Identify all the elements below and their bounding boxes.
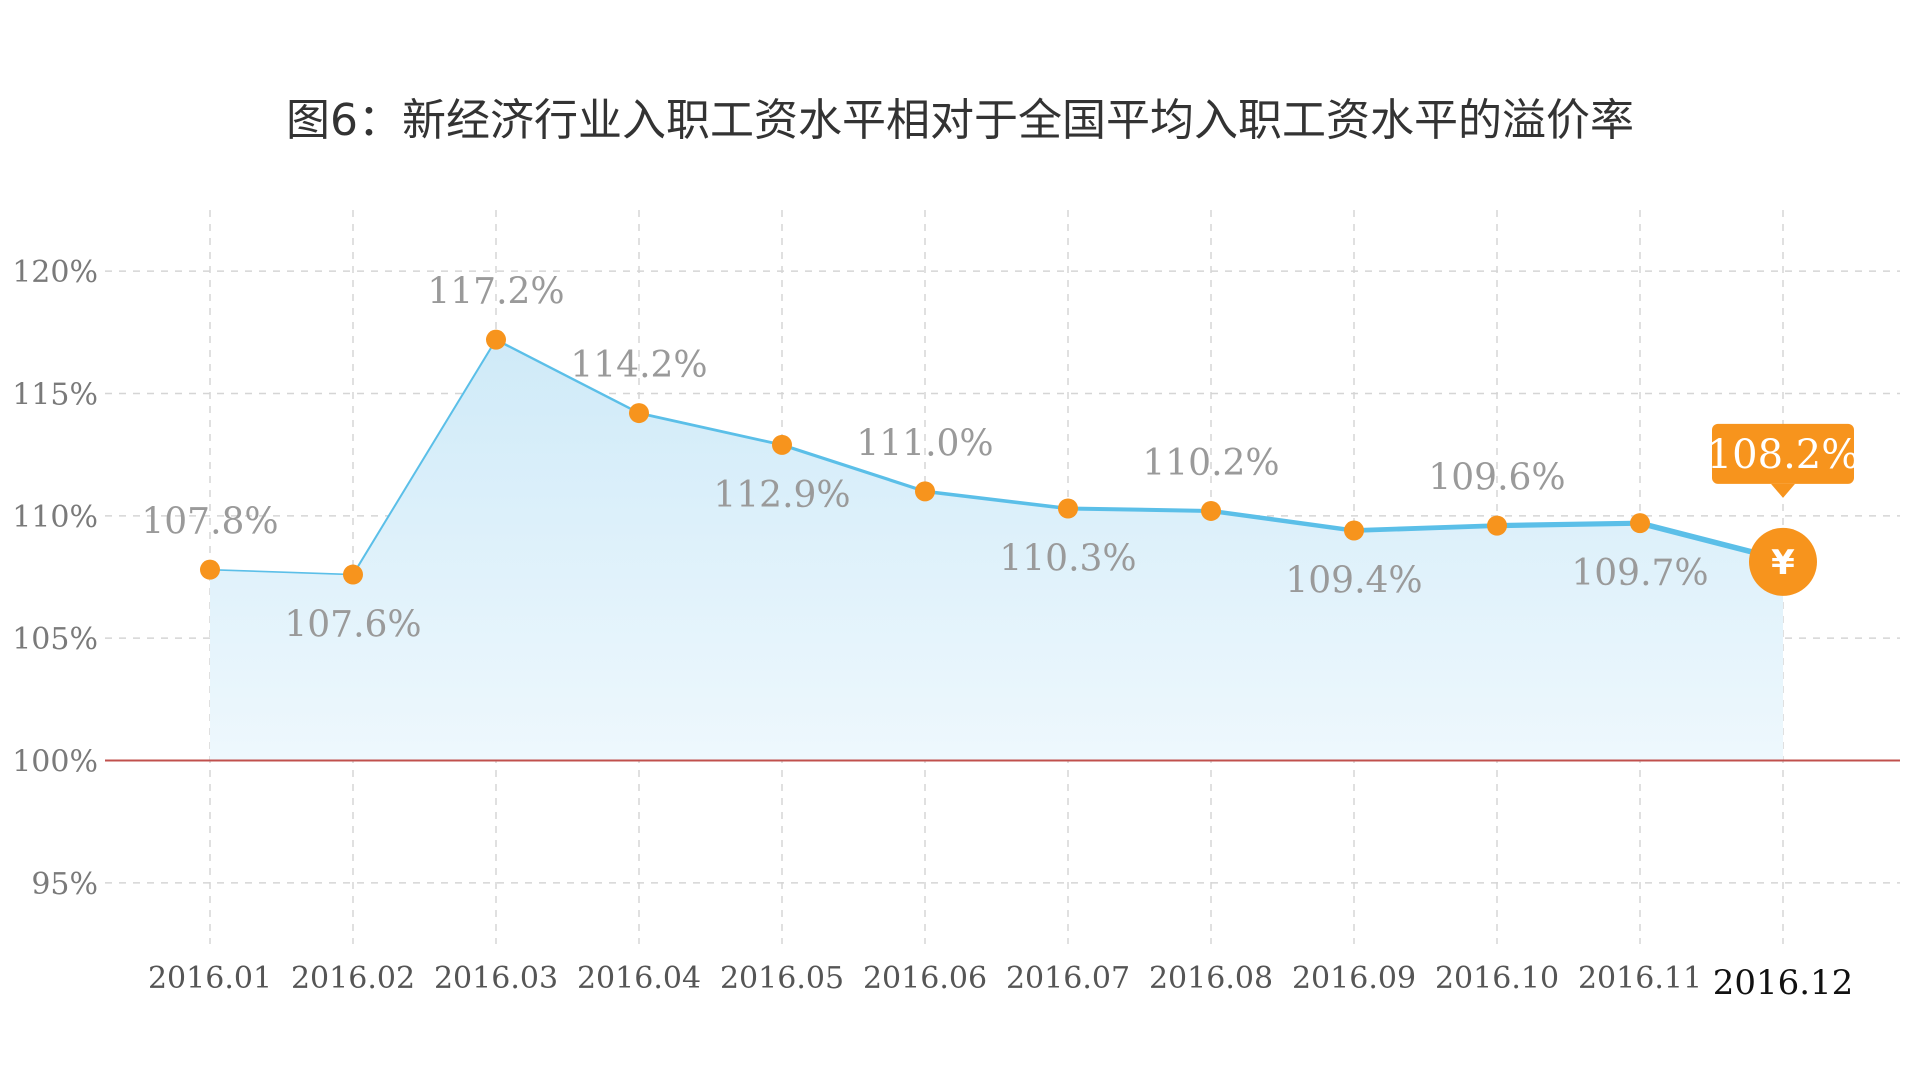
y-tick-label: 110%: [12, 500, 98, 535]
x-tick-label: 2016.07: [1006, 961, 1130, 996]
data-point: [1201, 500, 1221, 521]
x-tick-label: 2016.06: [863, 961, 987, 996]
x-tick-label: 2016.11: [1578, 961, 1702, 996]
data-point: [772, 434, 792, 455]
highlight-callout: ¥108.2%: [1707, 423, 1860, 596]
series-line: [209, 338, 1786, 576]
x-tick-label: 2016.04: [577, 961, 701, 996]
line-segment: [1066, 506, 1213, 513]
chart-title: 图6：新经济行业入职工资水平相对于全国平均入职工资水平的溢价率: [286, 95, 1634, 146]
data-label: 109.6%: [1428, 458, 1565, 499]
data-point: [343, 564, 363, 585]
y-tick-label: 120%: [12, 255, 98, 290]
line-segment: [494, 338, 641, 415]
x-tick-label: 2016.05: [720, 961, 844, 996]
data-label: 110.2%: [1142, 443, 1279, 484]
data-point: [1058, 498, 1078, 519]
data-label: 107.6%: [284, 605, 421, 646]
x-tick-label: 2016.02: [291, 961, 415, 996]
line-segment: [209, 568, 354, 576]
line-segment: [352, 338, 497, 576]
data-point: [1487, 515, 1507, 536]
data-label: 112.9%: [713, 475, 850, 516]
x-tick-label: 2016.09: [1292, 961, 1416, 996]
area-path: [210, 339, 1783, 761]
line-segment: [923, 489, 1070, 511]
x-axis-ticks: 2016.01 2016.02 2016.03 2016.04 2016.05 2016.…: [148, 961, 1853, 1003]
yen-glyph: ¥: [1771, 543, 1795, 583]
x-tick-label: 2016.10: [1435, 961, 1559, 996]
line-segment: [1208, 508, 1357, 533]
y-tick-label: 100%: [12, 745, 98, 780]
data-label: 111.0%: [856, 423, 993, 464]
data-markers: [200, 329, 1650, 585]
area-fill: [210, 339, 1783, 761]
line-segment: [780, 443, 927, 493]
x-tick-label: 2016.01: [148, 961, 272, 996]
y-tick-label: 95%: [31, 867, 98, 902]
callout-box: [1712, 423, 1854, 484]
yen-coin-icon: [1749, 527, 1817, 596]
data-label: 114.2%: [570, 345, 707, 386]
x-tick-label: 2016.08: [1149, 961, 1273, 996]
data-point: [1630, 513, 1650, 534]
data-label: 117.2%: [427, 272, 564, 313]
line-segment: [1351, 523, 1500, 533]
data-label: 107.8%: [141, 502, 278, 543]
data-label: 110.3%: [999, 538, 1136, 579]
data-point: [915, 481, 935, 502]
callout-pointer: [1771, 483, 1795, 498]
x-tick-label: 2016.03: [434, 961, 558, 996]
data-point: [486, 329, 506, 350]
data-point: [629, 403, 649, 424]
callout-label: 108.2%: [1707, 432, 1860, 478]
y-tick-label: 105%: [12, 622, 98, 657]
y-axis-ticks: 95% 100% 105% 110% 115% 120%: [12, 255, 98, 902]
data-label: 109.7%: [1571, 553, 1708, 594]
line-segment: [1494, 520, 1643, 529]
data-point: [200, 559, 220, 580]
data-point: [1344, 520, 1364, 541]
data-label: 109.4%: [1285, 561, 1422, 602]
y-tick-label: 115%: [12, 378, 98, 413]
line-segment: [637, 411, 784, 447]
data-labels: 107.8% 107.6% 117.2%114.2% 112.9%111.0% 110.…: [141, 272, 1708, 646]
x-tick-label: 2016.12: [1713, 963, 1854, 1003]
